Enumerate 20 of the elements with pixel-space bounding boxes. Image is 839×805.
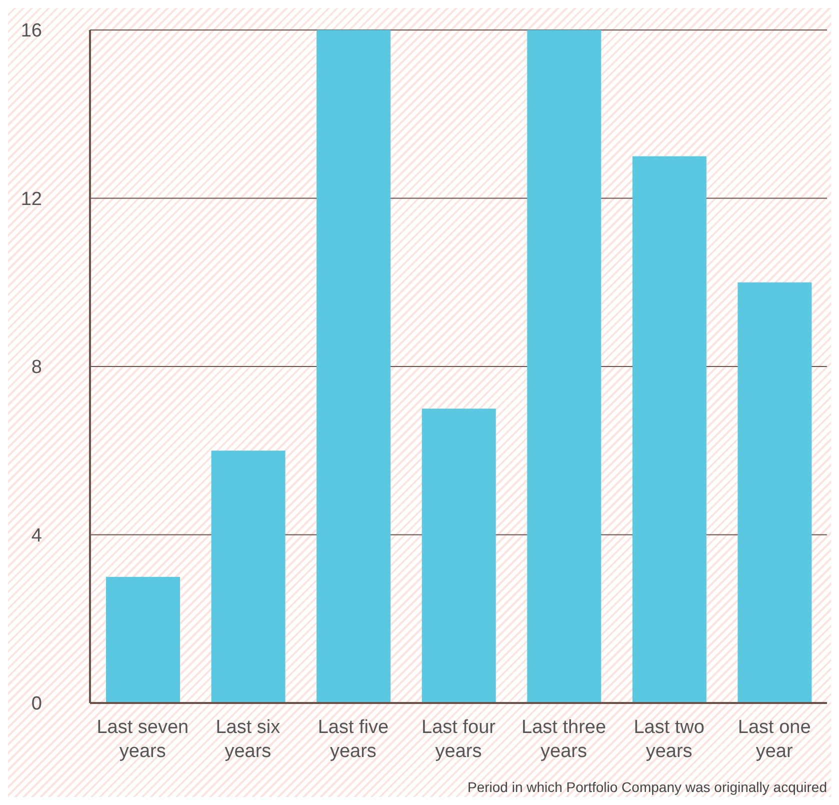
x-tick-label: Last five years <box>318 717 389 762</box>
bar <box>527 30 602 703</box>
y-tick-label: 8 <box>31 357 42 378</box>
y-tick-label: 12 <box>20 188 42 210</box>
x-tick-label: Last seven years <box>96 717 189 762</box>
bar <box>422 408 496 703</box>
y-tick-label: 0 <box>31 694 42 715</box>
x-tick-label: Last six years <box>216 717 281 762</box>
x-tick-label: Last one year <box>738 717 811 762</box>
x-tick-label: Last two years <box>634 717 704 762</box>
x-tick-label: Last four years <box>422 717 496 762</box>
bar <box>632 156 706 703</box>
bar <box>106 576 180 703</box>
bar <box>211 450 286 703</box>
y-tick-label: 16 <box>20 20 42 42</box>
x-tick-label: Last three years <box>522 717 606 762</box>
x-axis-title: Period in which Portfolio Company was originally acquired <box>467 779 827 795</box>
bar <box>738 282 812 703</box>
y-tick-label: 4 <box>31 525 42 546</box>
bar <box>316 30 391 703</box>
